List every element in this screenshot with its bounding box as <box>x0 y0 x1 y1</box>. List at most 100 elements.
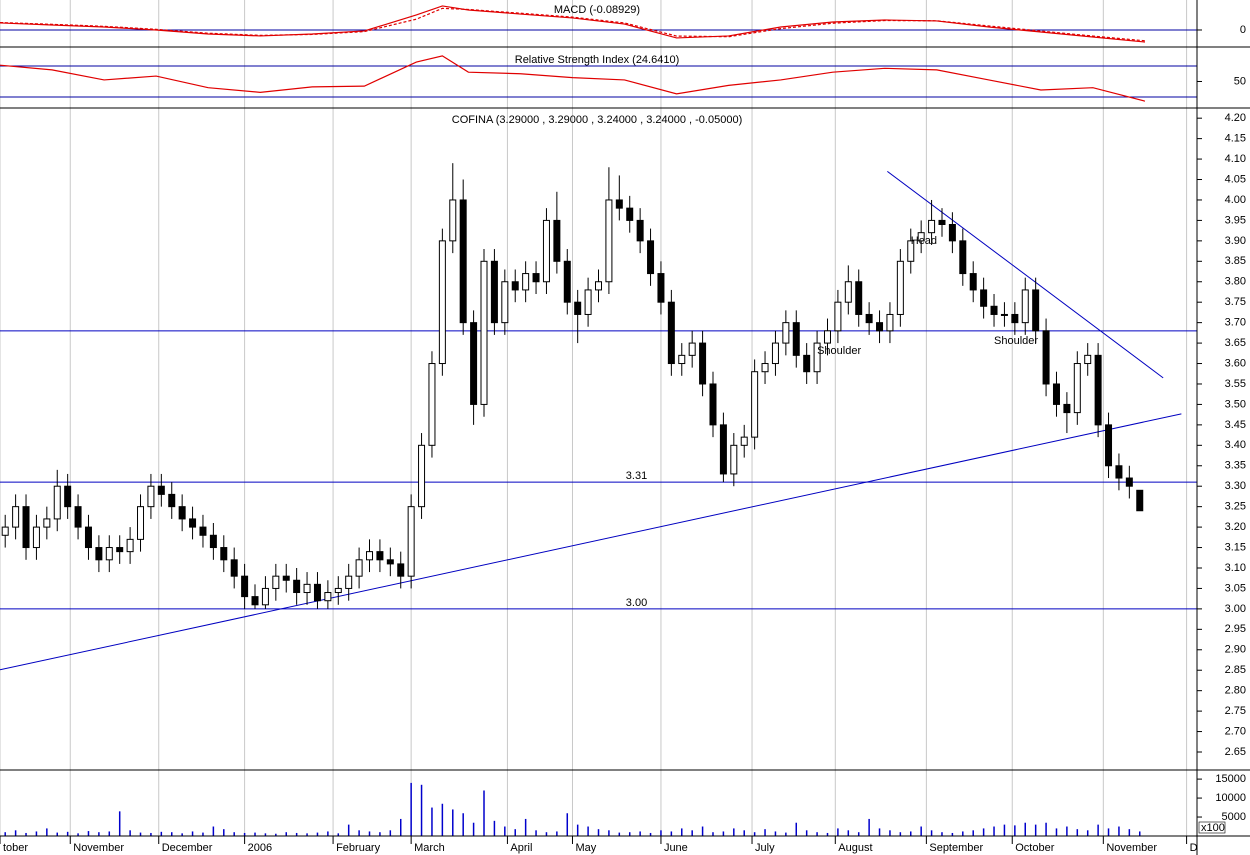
y-tick-label: 3.00 <box>1225 603 1246 615</box>
candle-body <box>740 436 748 446</box>
candle-body <box>948 223 956 242</box>
y-tick-label: 3.25 <box>1225 501 1246 513</box>
candle-body <box>751 371 759 438</box>
candle-body <box>657 273 665 303</box>
y-tick-label: 2.85 <box>1225 664 1246 676</box>
candle-body <box>324 592 332 602</box>
candle-body <box>688 342 696 356</box>
y-tick-label: 3.40 <box>1225 439 1246 451</box>
candle-body <box>480 260 488 405</box>
candle-body <box>730 444 738 475</box>
candle-body <box>397 563 405 577</box>
y-tick-label: 3.85 <box>1225 255 1246 267</box>
candle-body <box>574 301 582 315</box>
candle-body <box>84 526 92 549</box>
candle-body <box>293 579 301 594</box>
candle-body <box>43 518 51 528</box>
candle-body <box>865 313 873 324</box>
candle-body <box>137 506 145 540</box>
candle-body <box>334 587 342 594</box>
plot-area: 3.31 3.00 Head Shoulder Shoulder <box>0 5 1197 836</box>
candle-body <box>116 547 124 553</box>
x-tick-label: March <box>414 842 445 854</box>
candle-body <box>178 506 186 520</box>
candle-body <box>886 313 894 332</box>
candle-body <box>230 559 238 577</box>
candle-body <box>1105 424 1113 467</box>
y-tick-label: 4.05 <box>1225 173 1246 185</box>
y-tick-label: 2.70 <box>1225 725 1246 737</box>
y-tick-label: 3.10 <box>1225 562 1246 574</box>
candle-body <box>563 260 571 303</box>
candle-body <box>303 583 311 594</box>
y-tick-label: 0 <box>1240 24 1246 36</box>
candle-body <box>719 424 727 475</box>
annotation: Head <box>911 235 937 247</box>
candle-body <box>626 207 634 221</box>
trend-line <box>0 413 1182 671</box>
x-tick-label: May <box>575 842 596 854</box>
candle-body <box>1084 354 1092 365</box>
y-tick-label: 4.15 <box>1225 133 1246 145</box>
unit-box <box>1198 821 1226 834</box>
y-tick-label: 3.05 <box>1225 582 1246 594</box>
candle-body <box>761 363 769 373</box>
y-tick-label: 3.50 <box>1225 398 1246 410</box>
x-tick-label: February <box>336 842 381 854</box>
candle-body <box>1125 477 1133 487</box>
candle-body <box>1115 465 1123 479</box>
trend-line <box>887 170 1164 379</box>
candle-body <box>1073 363 1081 414</box>
candle-body <box>189 518 197 528</box>
horizontal-line-label: 3.00 <box>626 597 647 609</box>
candle-body <box>12 506 20 528</box>
indicator-line <box>0 55 1146 102</box>
y-tick-label: 3.75 <box>1225 296 1246 308</box>
y-tick-label: 3.90 <box>1225 235 1246 247</box>
candle-body <box>251 596 259 606</box>
y-tick-label: 2.90 <box>1225 644 1246 656</box>
candle-body <box>709 383 717 426</box>
candle-body <box>376 551 384 561</box>
panel-title: Relative Strength Index (24.6410) <box>515 54 680 66</box>
candle-body <box>511 281 519 291</box>
y-tick-label: 2.95 <box>1225 623 1246 635</box>
candle-body <box>522 273 530 291</box>
candle-body <box>1052 383 1060 405</box>
x-tick-label: April <box>510 842 532 854</box>
candle-body <box>32 526 40 549</box>
x-tick-label: July <box>755 842 775 854</box>
candle-body <box>844 281 852 303</box>
y-tick-label: 3.70 <box>1225 317 1246 329</box>
y-tick-label: 50 <box>1234 75 1246 87</box>
x-tick-label: 2006 <box>248 842 272 854</box>
candle-body <box>345 575 353 589</box>
candle-body <box>855 281 863 315</box>
y-tick-label: 10000 <box>1215 792 1246 804</box>
candle-body <box>678 354 686 365</box>
y-tick-label: 3.45 <box>1225 419 1246 431</box>
candle-body <box>792 322 800 356</box>
candle-body <box>501 281 509 324</box>
candle-body <box>917 232 925 242</box>
candle-body <box>876 322 884 332</box>
candle-body <box>803 354 811 373</box>
annotation: Shoulder <box>994 335 1038 347</box>
candle-body <box>1000 313 1008 316</box>
y-tick-label: 15000 <box>1215 773 1246 785</box>
candle-body <box>355 559 363 577</box>
candle-body <box>938 219 946 225</box>
candle-body <box>64 485 72 508</box>
x-tick-label: D <box>1190 842 1198 854</box>
panel-title: COFINA (3.29000 , 3.29000 , 3.24000 , 3.… <box>452 114 742 126</box>
candle-body <box>782 322 790 344</box>
y-tick-label: 4.10 <box>1225 153 1246 165</box>
y-unit-label: x100 <box>1201 822 1225 834</box>
y-tick-label: 3.80 <box>1225 276 1246 288</box>
candle-body <box>459 199 467 324</box>
x-tick-label: December <box>162 842 213 854</box>
candle-body <box>261 587 269 606</box>
candle-body <box>823 330 831 344</box>
candle-body <box>636 219 644 242</box>
